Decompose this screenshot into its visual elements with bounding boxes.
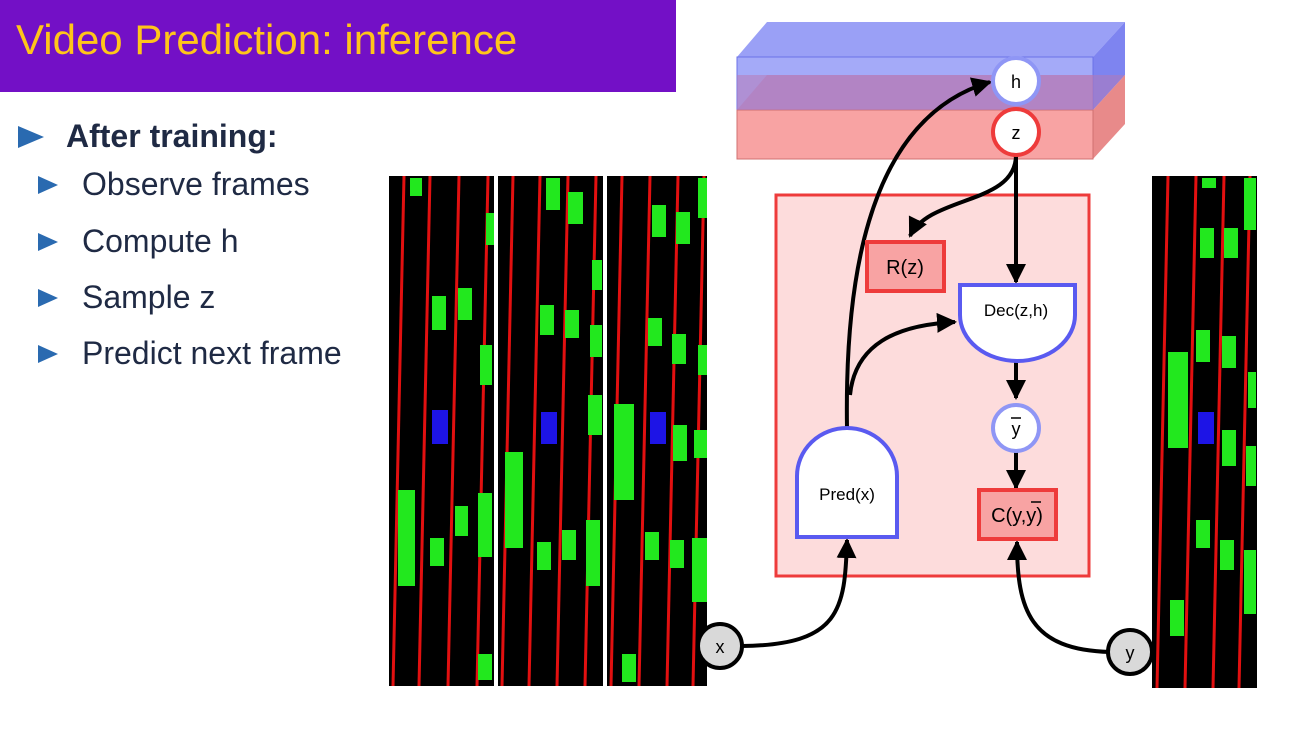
- title-bar: Video Prediction: inference: [0, 0, 676, 92]
- edges: [741, 77, 1111, 654]
- bullet-marker-icon: [38, 175, 58, 194]
- node-z: z: [991, 107, 1041, 157]
- node-dec-label: Dec(z,h): [984, 301, 1048, 320]
- bullet-item: Compute h: [38, 223, 239, 260]
- slide-title: Video Prediction: inference: [16, 16, 518, 63]
- input-frame-3: [607, 175, 707, 687]
- node-ybar: y: [991, 403, 1041, 453]
- bullet-item: Predict next frame: [38, 335, 342, 372]
- bullet-marker-icon: [18, 125, 44, 148]
- node-x: x: [696, 622, 744, 670]
- node-y-label: y: [1126, 643, 1135, 663]
- node-cost: C(y,y): [977, 488, 1058, 541]
- node-cost-label: C(y,y): [991, 505, 1043, 527]
- node-dec: Dec(z,h): [958, 283, 1077, 363]
- bullet-marker-icon: [38, 288, 58, 307]
- bullet-heading-text: After training:: [66, 118, 278, 154]
- node-ybar-label: y: [1012, 419, 1021, 439]
- node-rz-label: R(z): [886, 257, 924, 279]
- node-z-label: z: [1012, 123, 1021, 143]
- bullet-item: Sample z: [38, 279, 215, 316]
- bullet-item-text: Predict next frame: [82, 335, 342, 371]
- bullet-heading: After training:: [18, 118, 278, 155]
- node-rz: R(z): [865, 240, 946, 293]
- input-frame-1: [389, 175, 494, 687]
- latent-box: [736, 22, 1125, 160]
- bullet-item-text: Sample z: [82, 279, 216, 315]
- bullet-marker-icon: [38, 344, 58, 363]
- node-pred-label: Pred(x): [819, 485, 875, 504]
- node-pred: Pred(x): [795, 426, 899, 539]
- node-h-label: h: [1011, 72, 1021, 92]
- bullet-marker-icon: [38, 232, 58, 251]
- node-x-label: x: [716, 637, 725, 657]
- bullet-item-text: Compute h: [82, 223, 239, 259]
- node-h: h: [991, 56, 1041, 106]
- bullet-item-text: Observe frames: [82, 166, 310, 202]
- target-frame: [1152, 175, 1257, 689]
- node-y: y: [1106, 628, 1154, 676]
- input-frame-2: [498, 175, 603, 687]
- bullet-item: Observe frames: [38, 166, 310, 203]
